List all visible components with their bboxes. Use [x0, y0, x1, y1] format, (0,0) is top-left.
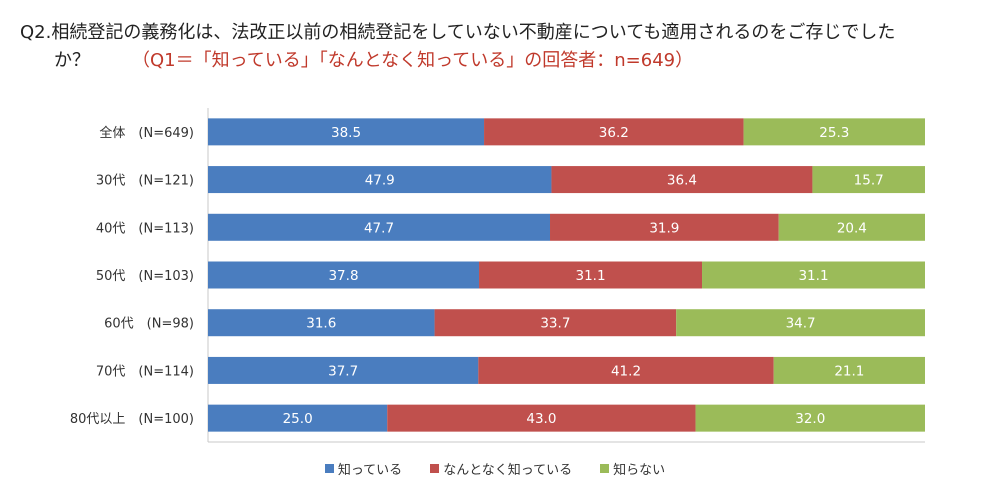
data-label: 43.0 — [526, 411, 556, 427]
bar-segment-series-3 — [676, 309, 925, 337]
bar-segment-series-2 — [550, 213, 779, 241]
legend-swatch — [600, 464, 610, 473]
category-label: 70代 (N=114) — [96, 364, 194, 379]
bar-segment-series-2 — [551, 166, 813, 194]
legend-swatch — [324, 464, 334, 473]
bar-segment-series-3 — [812, 166, 925, 194]
bar-segment-series-2 — [434, 309, 677, 337]
legend-label: 知らない — [613, 463, 666, 478]
data-label: 25.0 — [283, 411, 313, 427]
data-label: 37.8 — [328, 268, 358, 284]
legend-item-series-2: なんとなく知っている — [430, 459, 572, 478]
chart-title-second-line: か？ （Q1＝「知っている」「なんとなく知っている」の回答者：n=649） — [54, 50, 693, 72]
category-label: 全体 (N=649) — [99, 125, 194, 141]
data-label: 33.7 — [540, 316, 570, 332]
legend-item-series-1: 知っている — [324, 459, 403, 478]
bar-segment-series-2 — [387, 404, 696, 432]
data-label: 32.0 — [795, 411, 825, 427]
data-label: 31.1 — [575, 268, 605, 284]
data-label: 15.7 — [854, 173, 884, 189]
category-label: 80代以上 (N=100) — [70, 412, 194, 427]
data-label: 38.5 — [331, 125, 361, 141]
data-label: 25.3 — [819, 125, 849, 141]
data-label: 36.4 — [667, 173, 697, 189]
bar-segment-series-3 — [773, 356, 925, 384]
legend-label: 知っている — [337, 463, 403, 478]
data-label: 31.9 — [649, 220, 679, 236]
data-label: 20.4 — [837, 220, 867, 236]
data-label: 31.6 — [306, 316, 336, 332]
bar-segment-series-1 — [208, 166, 552, 194]
bar-segment-series-2 — [478, 356, 774, 384]
bar-segment-series-1 — [208, 261, 480, 289]
category-label: 30代 (N=121) — [96, 174, 194, 189]
chart-subtitle: （Q1＝「知っている」「なんとなく知っている」の回答者：n=649） — [132, 50, 694, 71]
bar-segment-series-3 — [743, 118, 925, 146]
category-label: 50代 (N=103) — [96, 269, 194, 284]
data-label: 31.1 — [798, 268, 828, 284]
category-label: 40代 (N=113) — [96, 221, 194, 236]
legend-label: なんとなく知っている — [443, 463, 573, 478]
data-label: 34.7 — [786, 316, 816, 332]
data-label: 21.1 — [834, 363, 864, 379]
category-label: 60代 (N=98) — [104, 317, 194, 332]
data-label: 41.2 — [611, 363, 641, 379]
bar-segment-series-3 — [702, 261, 925, 289]
bar-segment-series-1 — [208, 404, 388, 432]
bar-segment-series-1 — [208, 356, 479, 384]
legend-swatch — [430, 464, 440, 473]
bar-segment-series-3 — [695, 404, 925, 432]
chart-title-line1: Q2.相続登記の義務化は、法改正以前の相続登記をしていない不動産についても適用さ… — [20, 22, 896, 43]
bar-segment-series-1 — [208, 213, 551, 241]
data-label: 37.7 — [328, 363, 358, 379]
data-label: 47.7 — [364, 220, 394, 236]
chart-legend: 知っている なんとなく知っている 知らない — [0, 459, 990, 478]
chart-title: Q2.相続登記の義務化は、法改正以前の相続登記をしていない不動産についても適用さ… — [20, 22, 895, 44]
data-label: 36.2 — [599, 125, 629, 141]
bar-segment-series-3 — [778, 213, 925, 241]
data-label: 47.9 — [365, 173, 395, 189]
stacked-bar-chart: 全体 (N=649) 38.5 36.2 25.3 30代 (N=121) 47.9 36.… — [70, 108, 925, 443]
bar-segment-series-2 — [479, 261, 703, 289]
bar-segment-series-2 — [484, 118, 744, 146]
bar-segment-series-1 — [208, 118, 485, 146]
bar-segment-series-1 — [208, 309, 435, 337]
legend-item-series-3: 知らない — [600, 459, 665, 478]
chart-title-line2: か？ — [54, 50, 90, 71]
